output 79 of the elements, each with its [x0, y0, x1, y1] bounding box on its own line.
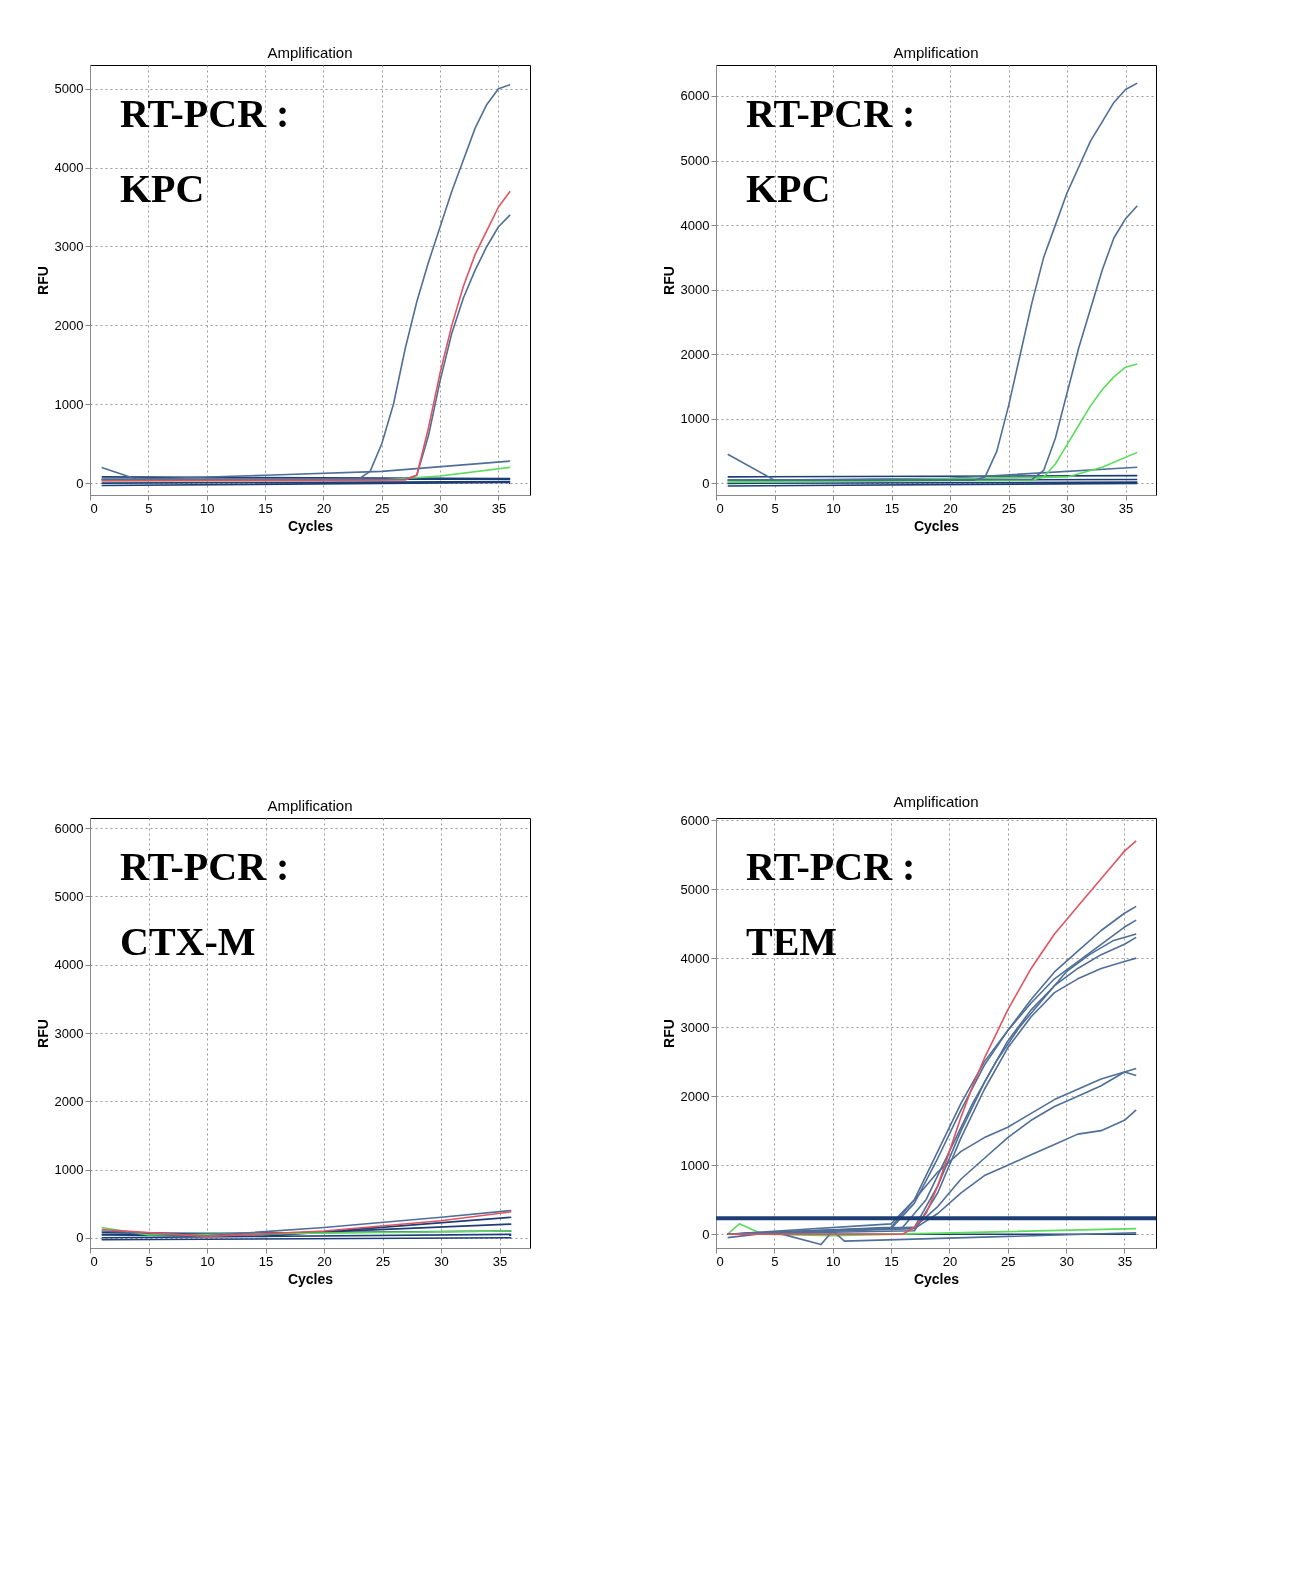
annotation: RT-PCR : — [746, 844, 916, 889]
x-tick-label: 5 — [771, 1253, 779, 1269]
x-tick-label: 35 — [492, 1253, 508, 1269]
x-tick-label: 10 — [825, 1253, 841, 1269]
x-tick-label: 15 — [884, 1253, 899, 1269]
y-axis-title: RFU — [34, 266, 51, 295]
annotation: TEM — [746, 919, 838, 964]
y-tick-label: 2000 — [54, 1093, 84, 1109]
annotation: RT-PCR : — [746, 91, 916, 136]
y-tick-label: 1000 — [54, 1162, 84, 1178]
chart-title: Amplification — [267, 797, 353, 814]
y-tick-label: 5000 — [54, 888, 84, 904]
y-tick-label: 2000 — [54, 317, 84, 333]
chart-title: Amplification — [893, 44, 979, 61]
y-tick-label: 4000 — [54, 957, 84, 973]
y-axis-title: RFU — [34, 1019, 51, 1048]
x-tick-label: 25 — [1001, 500, 1017, 516]
x-tick-label: 20 — [317, 1253, 332, 1269]
x-tick-label: 25 — [1001, 1253, 1016, 1269]
y-tick-label: 1000 — [680, 411, 710, 427]
y-axis-title: RFU — [660, 266, 677, 295]
y-tick-label: 4000 — [680, 217, 710, 233]
x-axis-title: Cycles — [913, 517, 960, 534]
y-tick-label: 2000 — [680, 1088, 710, 1104]
x-tick-label: 15 — [884, 500, 900, 516]
y-tick-label: 0 — [702, 475, 710, 491]
x-axis-title: Cycles — [287, 1270, 334, 1287]
y-tick-label: 5000 — [54, 81, 84, 97]
x-tick-label: 35 — [1117, 1253, 1133, 1269]
x-tick-label: 35 — [1118, 500, 1134, 516]
y-tick-label: 0 — [76, 475, 84, 491]
x-tick-label: 30 — [433, 500, 448, 516]
x-tick-label: 5 — [145, 1253, 153, 1269]
x-tick-label: 10 — [200, 1253, 215, 1269]
x-tick-label: 5 — [145, 500, 153, 516]
y-tick-label: 3000 — [54, 238, 84, 254]
x-axis-title: Cycles — [287, 517, 334, 534]
y-tick-label: 2000 — [680, 346, 710, 362]
y-tick-label: 5000 — [680, 881, 710, 897]
x-tick-label: 10 — [199, 500, 215, 516]
y-tick-label: 3000 — [680, 282, 710, 298]
x-tick-label: 20 — [316, 500, 332, 516]
chart-title: Amplification — [893, 793, 979, 811]
x-tick-label: 20 — [943, 500, 958, 516]
annotation: KPC — [120, 166, 205, 211]
chart-title: Amplification — [267, 44, 353, 61]
x-axis-title: Cycles — [913, 1270, 960, 1287]
x-tick-label: 30 — [1060, 500, 1075, 516]
x-tick-label: 10 — [826, 500, 841, 516]
y-tick-label: 3000 — [680, 1019, 710, 1035]
annotation: RT-PCR : — [120, 91, 290, 136]
y-tick-label: 0 — [76, 1230, 84, 1246]
x-tick-label: 25 — [375, 500, 390, 516]
annotation: KPC — [746, 166, 831, 211]
annotation: CTX-M — [120, 919, 256, 964]
annotation: RT-PCR : — [120, 844, 290, 889]
x-tick-label: 5 — [771, 500, 779, 516]
y-tick-label: 6000 — [54, 820, 84, 836]
y-tick-label: 0 — [702, 1226, 710, 1242]
y-tick-label: 5000 — [680, 153, 710, 169]
x-tick-label: 0 — [716, 1253, 724, 1269]
x-tick-label: 30 — [434, 1253, 449, 1269]
y-tick-label: 4000 — [54, 160, 84, 176]
y-tick-label: 1000 — [54, 396, 84, 412]
x-tick-label: 0 — [90, 500, 98, 516]
y-tick-label: 1000 — [680, 1157, 710, 1173]
x-tick-label: 35 — [491, 500, 507, 516]
x-tick-label: 0 — [90, 1253, 98, 1269]
y-axis-title: RFU — [660, 1019, 677, 1048]
x-tick-label: 25 — [375, 1253, 391, 1269]
x-tick-label: 20 — [942, 1253, 958, 1269]
y-tick-label: 3000 — [54, 1025, 84, 1041]
y-tick-label: 6000 — [680, 812, 710, 828]
x-tick-label: 30 — [1059, 1253, 1074, 1269]
y-tick-label: 4000 — [680, 950, 710, 966]
x-tick-label: 0 — [716, 500, 724, 516]
y-tick-label: 6000 — [680, 88, 710, 104]
x-tick-label: 15 — [258, 1253, 274, 1269]
x-tick-label: 15 — [258, 500, 273, 516]
